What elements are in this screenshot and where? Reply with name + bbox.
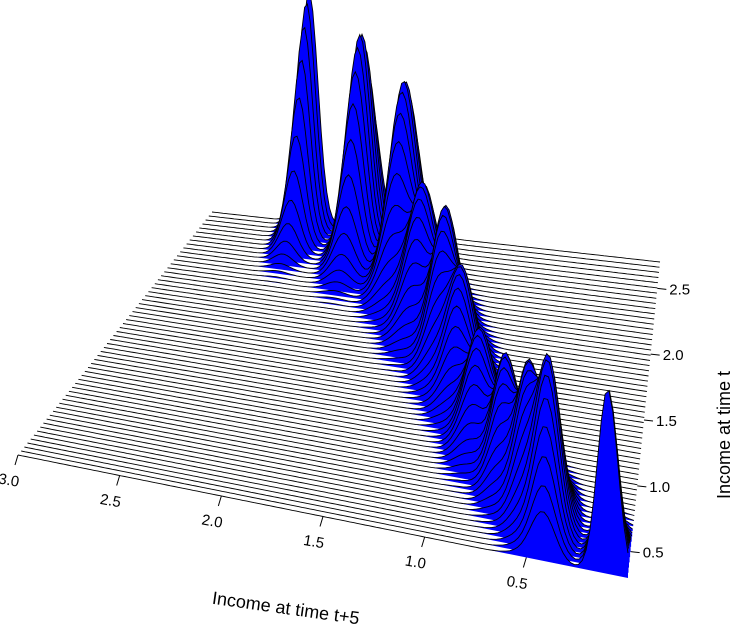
surface-slice-fill bbox=[199, 34, 658, 283]
x-tick-mark bbox=[522, 557, 527, 568]
x-axis-ticks: 0.5 1.0 1.5 2.0 2.5 3.0 bbox=[0, 454, 529, 593]
surface-slice-line bbox=[148, 222, 650, 367]
surface-slice-line bbox=[186, 81, 656, 304]
surface-slice-line bbox=[154, 198, 651, 356]
surface-slice-line bbox=[183, 80, 656, 310]
y-tick-label: 0.5 bbox=[643, 545, 664, 562]
surface-slice-line bbox=[145, 210, 650, 372]
x-tick-label: 2.0 bbox=[200, 511, 223, 531]
y-tick-label: 1.0 bbox=[649, 479, 670, 496]
y-tick-mark bbox=[657, 287, 667, 290]
surface-slice-line bbox=[103, 346, 643, 439]
surface-slice-line bbox=[24, 400, 630, 555]
surface-slice-line bbox=[46, 367, 633, 530]
surface-slice-line bbox=[170, 172, 654, 330]
x-tick-label: 0.5 bbox=[505, 573, 528, 593]
surface-slice-line bbox=[30, 397, 631, 545]
surface-slice-line bbox=[43, 355, 633, 534]
surface-slice-line bbox=[52, 360, 634, 521]
surface-slice-line bbox=[138, 205, 648, 382]
surface-slice-line bbox=[27, 418, 631, 550]
surface-slice-line bbox=[126, 265, 646, 403]
surface-slice-line bbox=[164, 183, 653, 341]
y-tick-mark bbox=[643, 419, 654, 422]
y-axis-ticks: 0.5 1.0 1.5 2.0 2.5 bbox=[630, 281, 690, 562]
y-tick-label: 2.0 bbox=[663, 347, 684, 364]
surface-slice-line bbox=[40, 352, 633, 537]
y-tick-label: 2.5 bbox=[669, 281, 690, 298]
surface-slice-line bbox=[157, 186, 652, 351]
y-tick-mark bbox=[650, 353, 660, 356]
surface-slice-fill bbox=[24, 401, 629, 568]
surface-slice-line bbox=[135, 214, 648, 387]
surface-slice-line bbox=[132, 230, 647, 392]
x-tick-label: 1.5 bbox=[302, 532, 325, 552]
x-tick-mark bbox=[116, 475, 121, 486]
surface-slice-line bbox=[37, 359, 632, 539]
x-tick-mark bbox=[421, 536, 426, 548]
surface-slice-line bbox=[151, 217, 651, 361]
y-axis-label: Income at time t bbox=[714, 371, 734, 499]
x-tick-label: 2.5 bbox=[99, 491, 122, 511]
surface-slice-line bbox=[167, 191, 653, 335]
x-tick-mark bbox=[217, 495, 222, 507]
surface-slice-line bbox=[180, 91, 655, 315]
surface-slice-fill bbox=[192, 71, 657, 294]
surface-slice-line bbox=[21, 390, 629, 560]
surface-slice-line bbox=[122, 263, 646, 408]
surface-slice-line bbox=[33, 374, 632, 541]
x-tick-label: 3.0 bbox=[0, 470, 21, 490]
x-tick-mark bbox=[319, 516, 324, 527]
surface-slice-line bbox=[173, 140, 654, 325]
y-tick-mark bbox=[630, 551, 640, 554]
y-tick-label: 1.5 bbox=[656, 413, 677, 430]
x-tick-mark bbox=[14, 454, 19, 466]
surface-slice-fill bbox=[202, 34, 659, 278]
surface-slice-line bbox=[161, 181, 652, 346]
y-tick-mark bbox=[637, 485, 647, 488]
surface-slice-line bbox=[129, 250, 647, 398]
x-axis-label: Income at time t+5 bbox=[211, 588, 361, 628]
surface-slice-fill bbox=[46, 367, 633, 532]
surface-slice-line bbox=[49, 370, 634, 526]
x-tick-label: 1.0 bbox=[404, 552, 427, 572]
surface-slice-line bbox=[176, 112, 655, 320]
surface-slice-fill bbox=[21, 390, 629, 573]
surface-slice-line bbox=[141, 204, 649, 377]
surface-layer bbox=[17, 0, 661, 578]
surface-slice-fill bbox=[196, 47, 658, 288]
